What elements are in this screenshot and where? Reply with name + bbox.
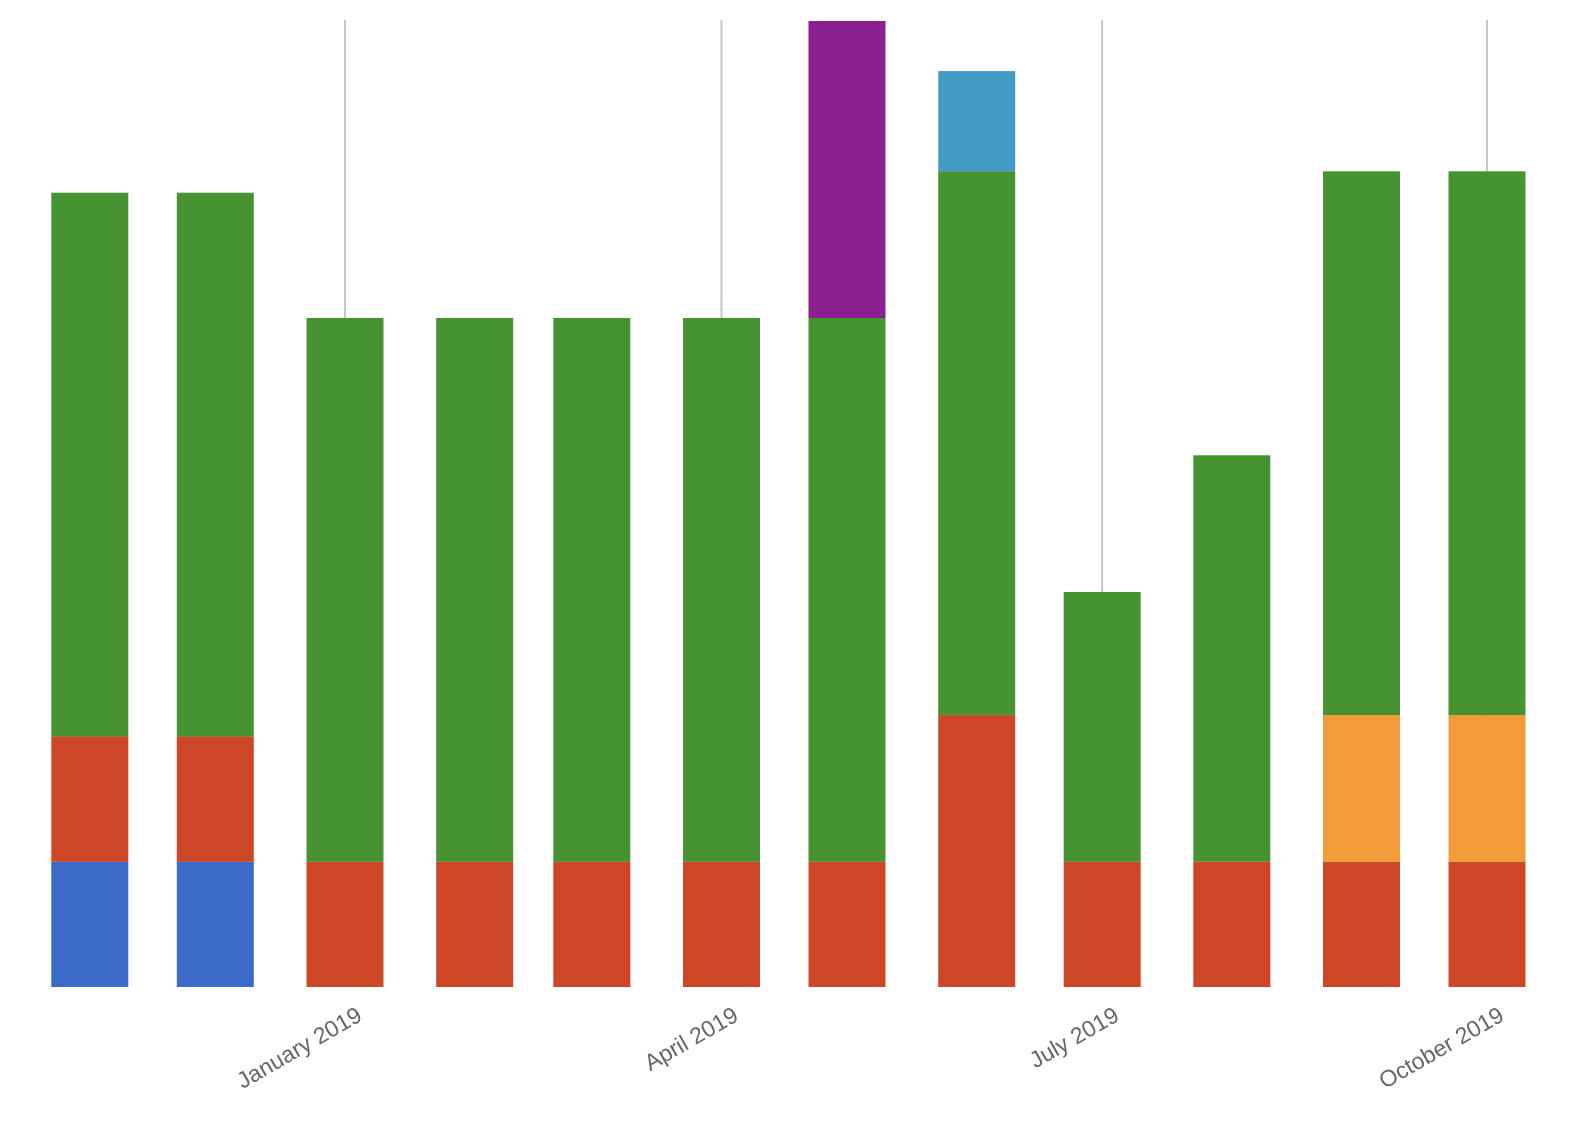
bar-segment-10-1 [1323, 715, 1400, 862]
x-axis-tick-labels: January 2019 April 2019 July 2019 October 2… [232, 1001, 1508, 1093]
bar-stack-4 [553, 318, 631, 987]
gridlines [344, 20, 1488, 987]
bar-segment-6-2 [808, 21, 886, 318]
bar-segment-10-2 [1323, 171, 1400, 716]
bar-segment-4-0 [553, 861, 631, 987]
bar-stack-9 [1193, 455, 1271, 987]
bar-segment-4-1 [553, 318, 631, 862]
x-tick-label-0: January 2019 [232, 1001, 366, 1093]
bar-stack-2 [306, 318, 384, 987]
x-tick-label-1: April 2019 [640, 1001, 743, 1075]
bar-segment-1-1 [176, 736, 254, 862]
bar-stack-3 [436, 318, 514, 987]
bar-segment-5-0 [683, 861, 760, 987]
bar-segment-0-2 [51, 192, 129, 737]
bar-stack-0 [51, 192, 129, 987]
bar-stack-6 [808, 21, 886, 987]
bar-stack-7 [938, 71, 1016, 987]
bar-segment-8-0 [1063, 861, 1141, 987]
bar-stack-10 [1323, 171, 1400, 987]
bar-segment-5-1 [683, 318, 760, 862]
bar-segment-1-2 [176, 192, 254, 737]
bars [51, 21, 1526, 987]
bar-stack-8 [1063, 592, 1141, 987]
bar-segment-9-1 [1193, 455, 1271, 862]
bar-segment-0-0 [51, 861, 129, 987]
bar-segment-9-0 [1193, 861, 1271, 987]
bar-segment-7-1 [938, 171, 1016, 716]
bar-stack-1 [176, 192, 254, 987]
bar-segment-6-1 [808, 318, 886, 862]
bar-segment-6-0 [808, 861, 886, 987]
bar-segment-11-2 [1448, 171, 1526, 716]
x-tick-label-3: October 2019 [1374, 1001, 1508, 1093]
bar-segment-3-1 [436, 318, 514, 862]
bar-segment-2-0 [306, 861, 384, 987]
bar-segment-0-1 [51, 736, 129, 862]
bar-segment-3-0 [436, 861, 514, 987]
bar-segment-11-0 [1448, 861, 1526, 987]
bar-segment-7-2 [938, 71, 1016, 172]
bar-segment-2-1 [306, 318, 384, 862]
bar-segment-10-0 [1323, 861, 1400, 987]
bar-segment-11-1 [1448, 715, 1526, 862]
x-tick-label-2: July 2019 [1025, 1001, 1123, 1073]
bar-stack-11 [1448, 171, 1526, 987]
bar-segment-7-0 [938, 715, 1016, 987]
bar-stack-5 [683, 318, 760, 987]
bar-segment-8-1 [1063, 592, 1141, 862]
bar-segment-1-0 [176, 861, 254, 987]
